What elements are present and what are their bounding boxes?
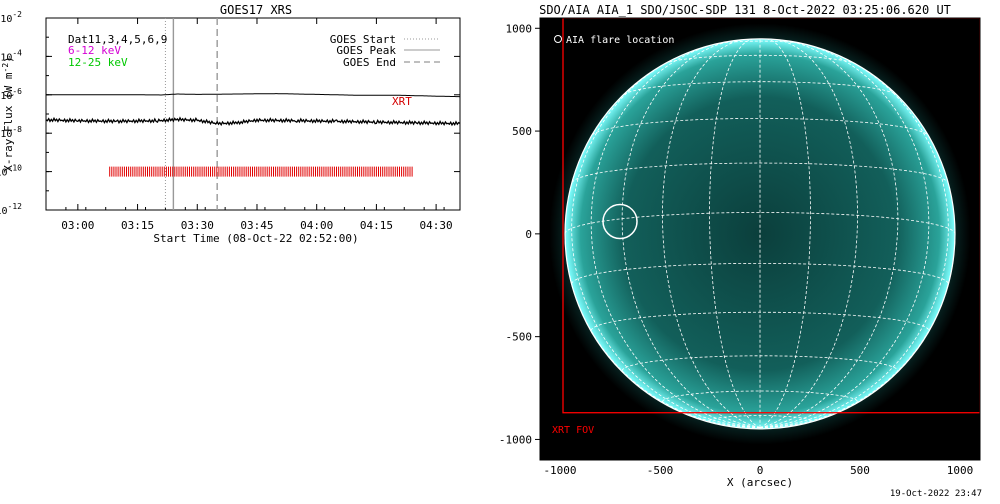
latitude-line — [591, 118, 929, 136]
goes-xrs-chart: GOES17 XRS 03:00 03:15 03:30 03:45 04:00 04:1… — [0, 0, 470, 500]
footer-timestamp: 19-Oct-2022 23:47 — [890, 489, 982, 499]
legend-12-25kev: 12-25 keV — [68, 56, 128, 69]
goes-chart-title: GOES17 XRS — [220, 3, 292, 17]
goes-x-ticks: 03:00 03:15 03:30 03:45 04:00 04:15 04:30 — [45, 18, 453, 232]
aia-sun-image-chart: SDO/AIA AIA_1 SDO/JSOC-SDP 131 8-Oct-202… — [470, 0, 1000, 500]
longitude-line — [759, 38, 811, 429]
longitude-line — [759, 54, 949, 429]
legend-goes-end: GOES End — [343, 56, 396, 69]
goes-x-tick-label: 03:15 — [121, 219, 154, 232]
goes-event-lines — [164, 18, 218, 210]
longitude-line — [709, 38, 761, 429]
goes-y-tick-label: 10-8 — [0, 125, 22, 140]
xrt-fov-box — [562, 18, 980, 414]
longitude-line — [759, 39, 899, 429]
goes-xrs-svg: GOES17 XRS 03:00 03:15 03:30 03:45 04:00 04:1… — [0, 3, 461, 245]
aia-x-tick-label: 1000 — [947, 464, 974, 477]
aia-y-tick-label: -1000 — [499, 433, 532, 446]
legend-goes-start: GOES Start — [330, 33, 396, 46]
goes-x-axis-label: Start Time (08-Oct-22 02:52:00) — [153, 232, 358, 245]
longitude-line — [759, 39, 858, 429]
legend-detectors: Dat11,3,4,5,6,9 — [68, 33, 167, 46]
sun-limb — [564, 38, 956, 430]
aia-x-tick-label: -1000 — [543, 464, 576, 477]
aia-y-tick-label: 500 — [512, 125, 532, 138]
aia-x-axis-label: X (arcsec) — [727, 476, 793, 489]
goes-x-tick-label: 03:30 — [181, 219, 214, 232]
legend-circle-icon — [554, 35, 562, 43]
longitude-line — [590, 43, 761, 429]
aia-sun-svg: SDO/AIA AIA_1 SDO/JSOC-SDP 131 8-Oct-202… — [499, 3, 982, 499]
longitude-line — [571, 54, 761, 429]
aia-y-ticks: 1000 500 0 -500 -1000 — [499, 22, 540, 446]
longitude-line — [759, 43, 930, 429]
aia-plot-content — [549, 18, 980, 445]
goes-x-tick-label: 04:00 — [300, 219, 333, 232]
aia-y-tick-label: -500 — [506, 331, 533, 344]
aia-x-ticks: -1000 -500 0 500 1000 — [543, 453, 973, 477]
goes-y-tick-label: 10-6 — [0, 87, 22, 102]
goes-x-tick-label: 04:15 — [360, 219, 393, 232]
aia-x-tick-label: -500 — [647, 464, 674, 477]
legend-goes-peak: GOES Peak — [336, 44, 396, 57]
goes-y-ticks: 10-2 10-4 10-6 10-8 10-10 10-12 — [0, 10, 460, 217]
goes-x-tick-label: 03:45 — [240, 219, 273, 232]
goes-y-tick-label: 10-4 — [0, 48, 22, 63]
goes-flux-series-line — [46, 93, 461, 98]
xrt-label: XRT — [392, 95, 412, 108]
sun-disk — [565, 38, 955, 429]
aia-y-tick-label: 1000 — [506, 22, 533, 35]
aia-chart-title: SDO/AIA AIA_1 SDO/JSOC-SDP 131 8-Oct-202… — [539, 3, 951, 17]
goes-legend-right: GOES Start GOES Peak GOES End — [330, 33, 440, 69]
latitude-line — [571, 162, 949, 183]
aia-x-tick-label: 0 — [757, 464, 764, 477]
goes-y-axis-label: X-ray Flux (W m-2) — [1, 56, 15, 172]
xrt-fov-label: XRT FOV — [552, 425, 594, 436]
goes-x-tick-label: 04:30 — [420, 219, 453, 232]
legend-6-12kev: 6-12 keV — [68, 44, 121, 57]
goes-x-tick-label: 03:00 — [61, 219, 94, 232]
longitude-line — [621, 39, 761, 429]
longitude-line — [662, 39, 761, 429]
legend-flare-location: AIA flare location — [566, 35, 674, 46]
goes-legend-left: Dat11,3,4,5,6,9 6-12 keV 12-25 keV — [68, 33, 167, 69]
goes-series-group — [45, 93, 461, 127]
xrt-observation-band — [109, 166, 413, 177]
aia-y-tick-label: 0 — [525, 228, 532, 241]
goes-plot-frame — [45, 17, 461, 211]
goes-y-tick-label: 10-2 — [0, 10, 22, 25]
goes-flux-series-line — [45, 116, 461, 127]
goes-y-tick-label: 10-10 — [0, 164, 22, 179]
aia-x-tick-label: 500 — [850, 464, 870, 477]
goes-y-tick-label: 10-12 — [0, 202, 22, 217]
flare-location-circle — [602, 203, 638, 240]
